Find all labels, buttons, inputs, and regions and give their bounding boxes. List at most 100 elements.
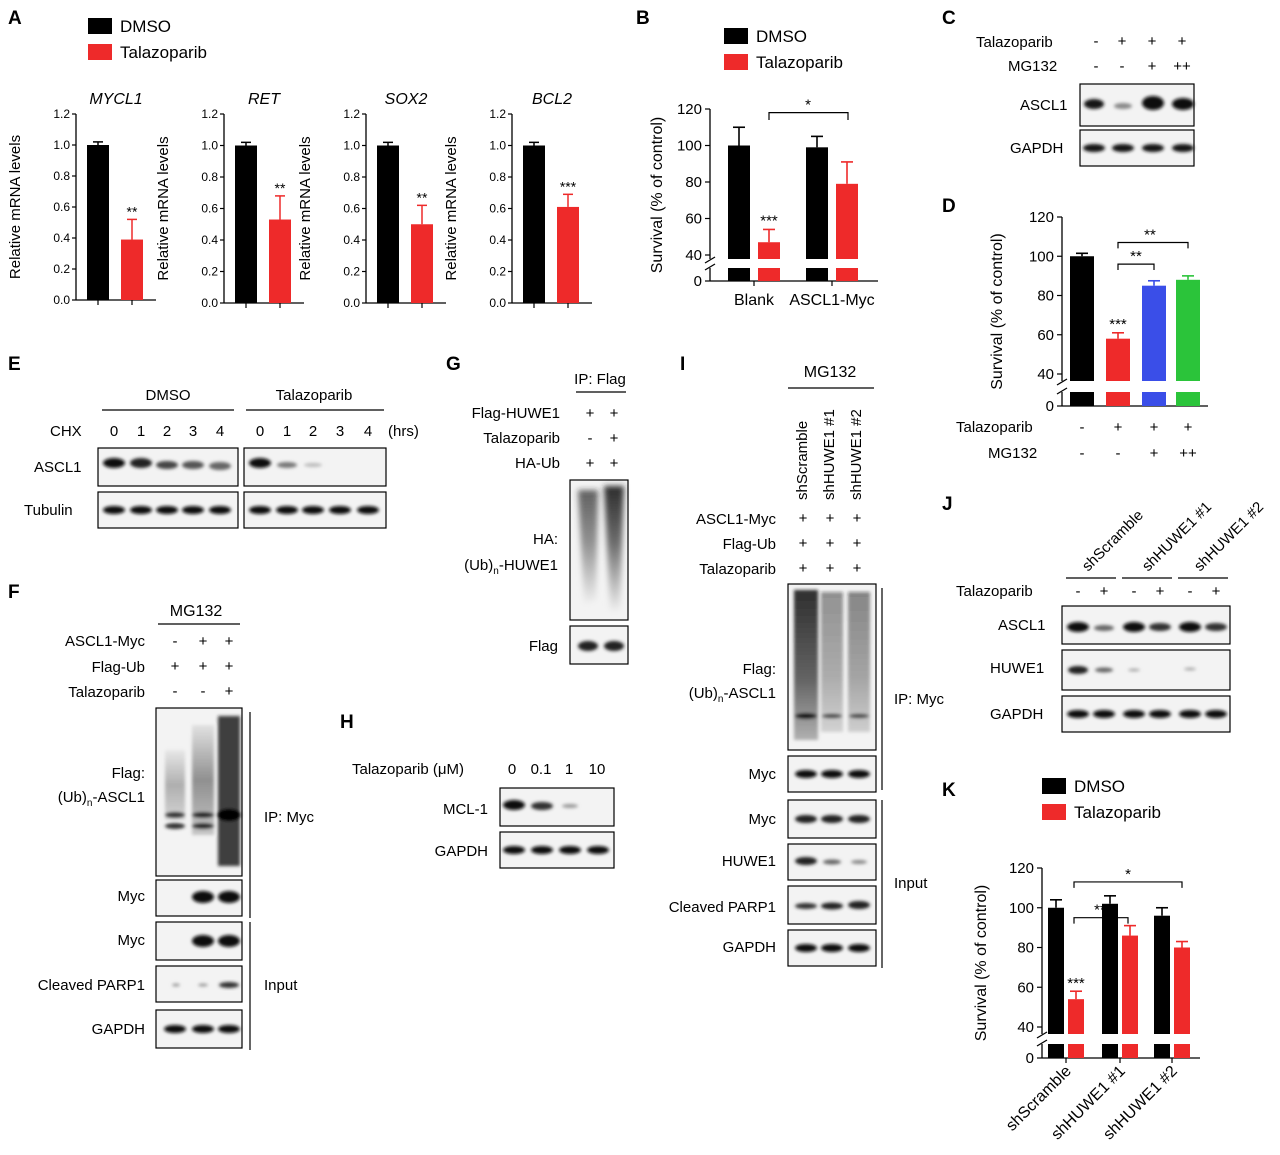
panel-letter-f: F xyxy=(8,582,20,603)
d-break-2 xyxy=(1056,387,1068,395)
j-ascl1-3 xyxy=(1123,622,1145,632)
g-mark-1-1: + xyxy=(610,430,619,447)
e-time-8: 3 xyxy=(336,423,344,440)
b-bar-0-1-upper xyxy=(758,242,780,259)
i-mark-0-0: + xyxy=(799,510,808,527)
f-cleaved-label: Cleaved PARP1 xyxy=(38,977,145,994)
i-mark-2-0: + xyxy=(799,560,808,577)
f-mark-1-0: + xyxy=(171,658,180,675)
a-ticklabel-3-1: 0.2 xyxy=(489,265,506,279)
b-sig-main: *** xyxy=(760,212,778,229)
h-band-gapdh-1 xyxy=(503,846,525,854)
i-header-mg132: MG132 xyxy=(804,364,857,381)
k-bar-0-1-lower xyxy=(1068,1044,1084,1058)
e-tub-9 xyxy=(329,506,351,514)
j-ascl1-1 xyxy=(1067,622,1089,632)
b-bar-1-1-upper xyxy=(836,183,858,259)
g-smear-2 xyxy=(604,486,624,612)
d-ticklabel-4: 100 xyxy=(1029,248,1054,265)
a-ticklabel-0-0: 0.0 xyxy=(53,293,70,307)
panel-letter-h: H xyxy=(340,712,354,733)
d-row-label-mg132: MG132 xyxy=(988,445,1037,462)
a-bar-2-1 xyxy=(411,224,433,303)
g-flag-label: Flag xyxy=(529,638,558,655)
i-flag-label: Flag: xyxy=(743,661,776,678)
a-gene-title-1: RET xyxy=(248,91,281,108)
k-ticklabel-3: 80 xyxy=(1017,940,1034,957)
d-mark-mg-2: + xyxy=(1150,445,1159,462)
j-gapdh-3 xyxy=(1123,710,1145,718)
e-tub-5 xyxy=(209,506,231,514)
h-conc-2: 1 xyxy=(565,761,573,778)
panel-k: DMSO Talazoparib Survival (% of control)… xyxy=(973,777,1200,1143)
b-xlabel-1: ASCL1-Myc xyxy=(789,292,874,309)
i-huwe-3 xyxy=(851,860,867,864)
c-band-ascl1-1 xyxy=(1084,99,1104,109)
b-ticklabel-2: 60 xyxy=(685,211,702,228)
k-ticklabel-5: 120 xyxy=(1009,860,1034,877)
i-row-label-flag-ub: Flag-Ub xyxy=(723,536,776,553)
i-mycin-2 xyxy=(821,815,843,823)
panel-f: MG132 ASCL1-Myc Flag-Ub Talazoparib - + + +… xyxy=(38,603,315,1050)
f-blot-cleaved xyxy=(155,965,243,1003)
c-mark-mg-1: - xyxy=(1120,58,1125,75)
legend-swatch-dmso xyxy=(88,18,112,34)
e-tub-6 xyxy=(249,506,271,514)
i-huwe-2 xyxy=(823,859,841,865)
legend-label-dmso: DMSO xyxy=(120,17,171,36)
f-band-b1 xyxy=(192,812,214,818)
e-blot-label-ascl1: ASCL1 xyxy=(34,459,82,476)
a-ticklabel-1-3: 0.6 xyxy=(201,202,218,216)
a-ylabel-2: Relative mRNA levels xyxy=(297,136,314,280)
e-band-7 xyxy=(277,462,297,468)
d-mark-tal-0: - xyxy=(1080,419,1085,436)
panel-g: IP: Flag Flag-HUWE1 Talazoparib HA-Ub + +… xyxy=(464,371,629,665)
a-bar-0-1 xyxy=(121,239,143,300)
j-gapdh-6 xyxy=(1205,710,1227,718)
a-bar-1-1 xyxy=(269,219,291,303)
i-lane-label-huwe1-2: shHUWE1 #2 xyxy=(848,409,865,500)
a-bar-3-0 xyxy=(523,145,545,303)
f-myc-label: Myc xyxy=(118,888,146,905)
i-row-label-talazoparib: Talazoparib xyxy=(699,561,776,578)
h-conc-1: 0.1 xyxy=(531,761,552,778)
k-bracket-2 xyxy=(1073,881,1183,888)
i-mark-1-1: + xyxy=(826,535,835,552)
b-sig-bracket-label: * xyxy=(805,97,811,114)
h-conc-0: 0 xyxy=(508,761,516,778)
b-bar-0-0-upper xyxy=(728,145,750,259)
b-ticklabel-1: 40 xyxy=(685,247,702,264)
i-input-label: Input xyxy=(894,875,928,892)
b-bar-1-1-lower xyxy=(836,268,858,281)
i-myc-1 xyxy=(795,770,817,778)
a-gene-title-2: SOX2 xyxy=(385,91,428,108)
panel-letter-g: G xyxy=(446,354,461,375)
c-band-ascl1-4 xyxy=(1172,98,1194,110)
a-ticklabel-3-2: 0.4 xyxy=(489,233,506,247)
c-band-gapdh-2 xyxy=(1112,144,1134,152)
d-sig-main: *** xyxy=(1109,316,1127,333)
c-mark-tal-0: - xyxy=(1094,33,1099,50)
g-band-flag-1 xyxy=(578,641,598,651)
k-bar-1-1-lower xyxy=(1122,1044,1138,1058)
legend-label-dmso-b: DMSO xyxy=(756,27,807,46)
i-cl-1 xyxy=(795,903,817,909)
e-time-1: 1 xyxy=(137,423,145,440)
d-bar-1-upper xyxy=(1106,338,1130,381)
b-ticklabel-3: 80 xyxy=(685,174,702,191)
i-mark-0-1: + xyxy=(826,510,835,527)
panel-b-chart: Survival (% of control) 0 40 60 80 100 120 Blan… xyxy=(649,97,878,309)
g-ha-label: HA: xyxy=(533,531,558,548)
f-band-cl-2 xyxy=(198,983,208,987)
f-band-cl-3 xyxy=(219,982,239,988)
g-mark-1-0: - xyxy=(588,430,593,447)
h-band-gapdh-3 xyxy=(559,846,581,854)
k-bracket-1 xyxy=(1073,917,1129,924)
e-band-1 xyxy=(103,458,125,468)
panel-d: Survival (% of control)0406080100120****… xyxy=(956,209,1208,462)
panel-e: DMSO Talazoparib CHX 0 1 2 3 4 0 1 2 3 4 (hrs) AS… xyxy=(24,387,419,529)
i-ip-label: IP: Myc xyxy=(894,691,945,708)
panel-letter-a: A xyxy=(8,8,22,29)
f-band-b2 xyxy=(192,823,214,829)
f-header-mg132: MG132 xyxy=(170,603,223,620)
